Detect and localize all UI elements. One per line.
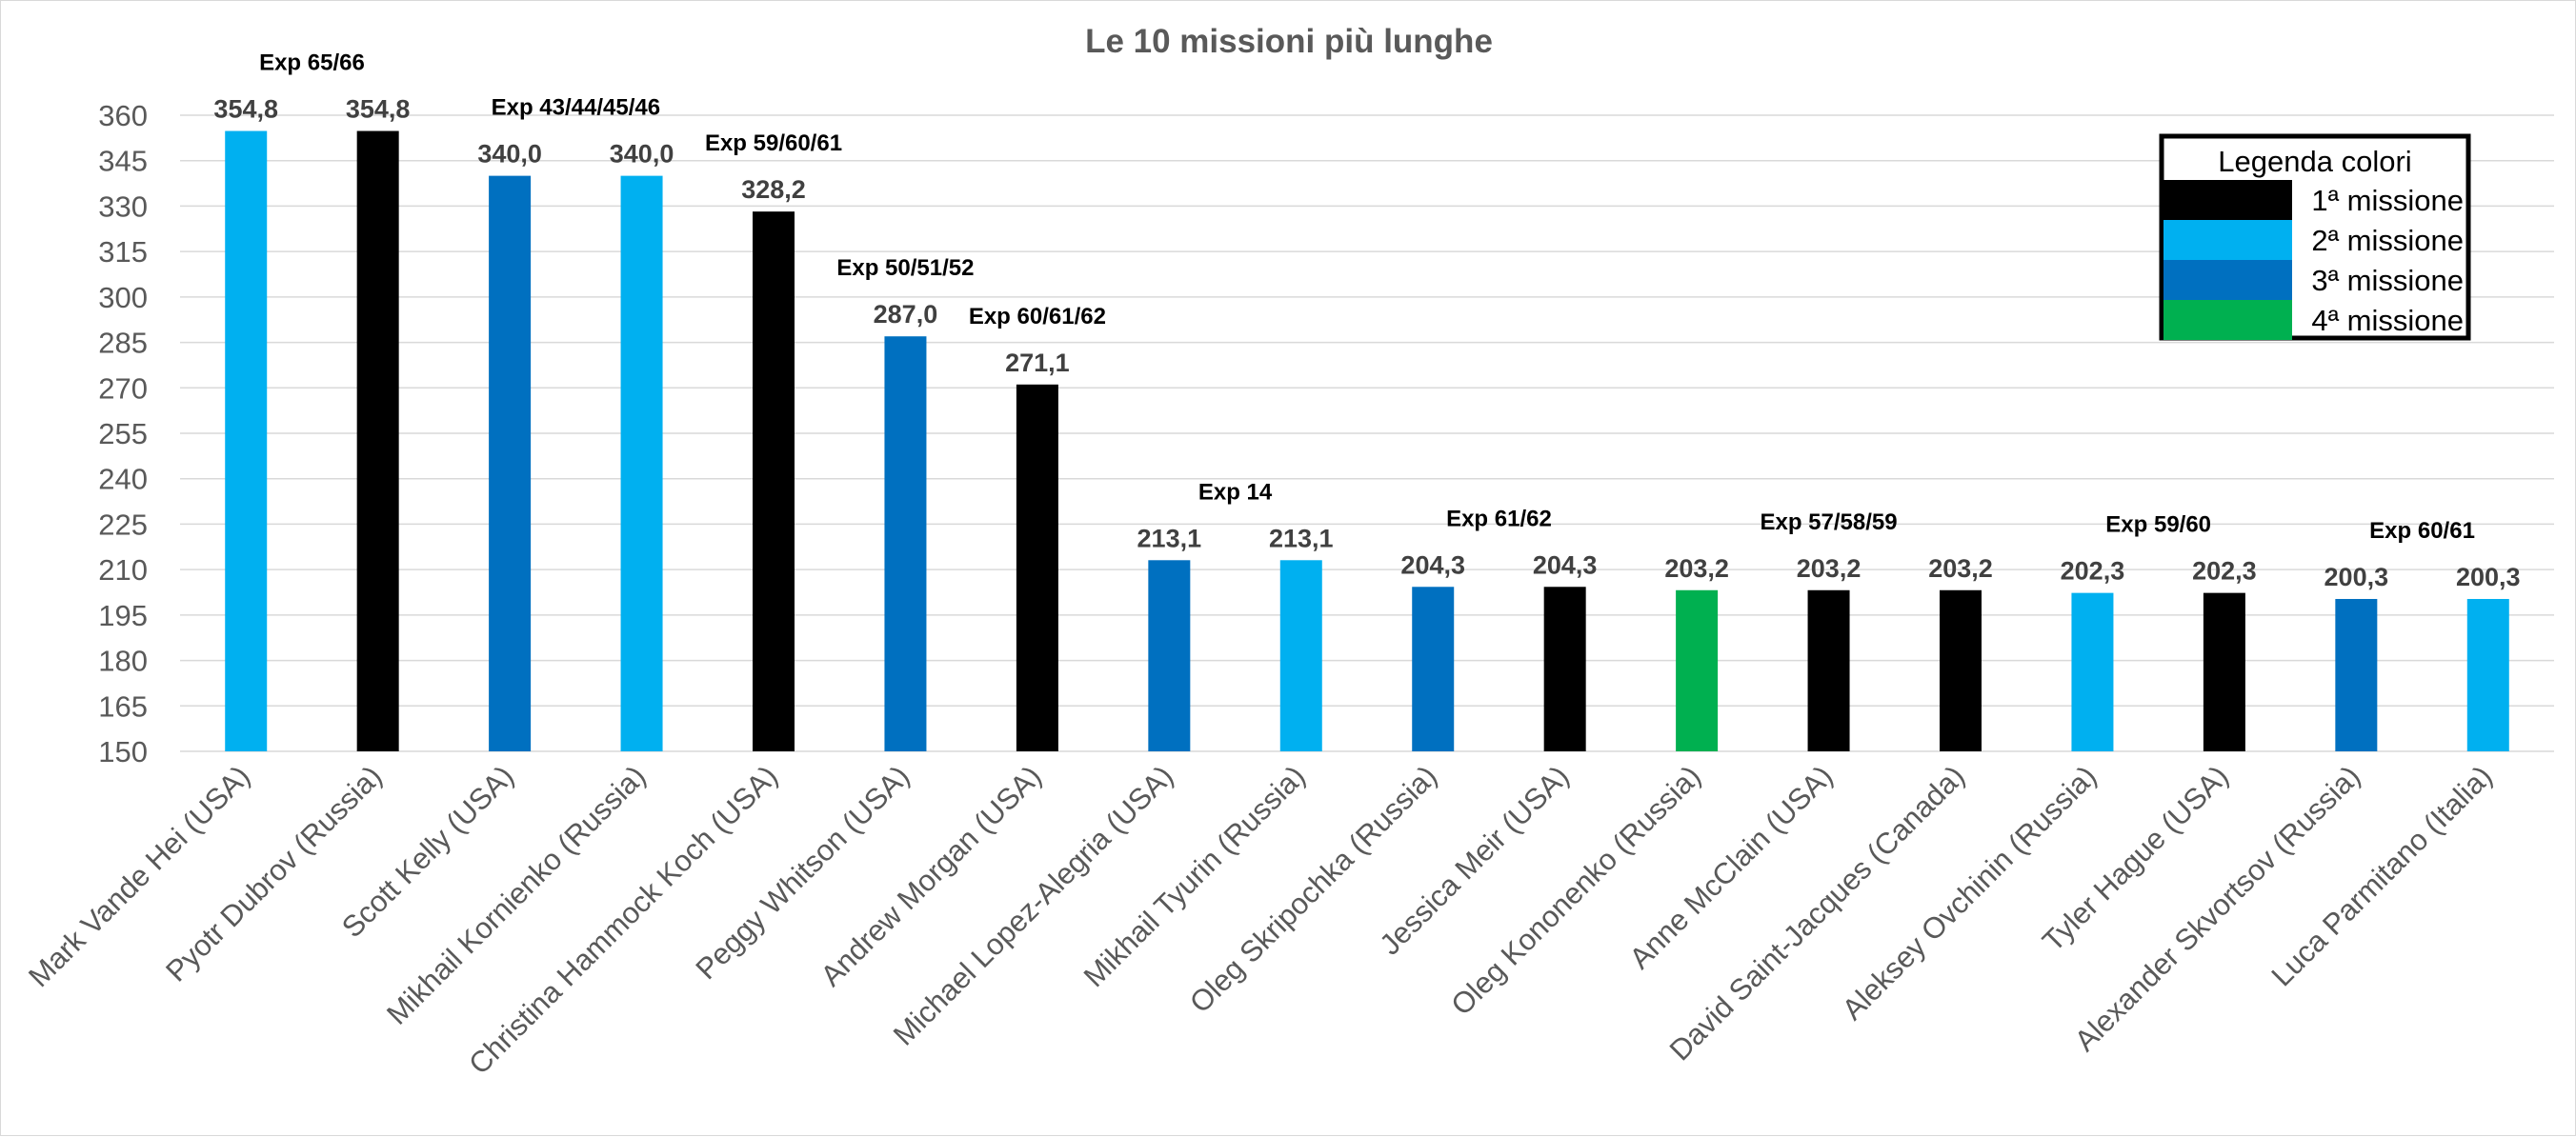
- y-tick-label: 195: [98, 599, 148, 632]
- bar: [1676, 589, 1719, 751]
- y-tick-label: 315: [98, 235, 148, 269]
- y-axis-ticks: 150 165 180 195 210 225 240 255 270 285 300 315 330 3…: [98, 99, 148, 768]
- y-tick-label: 255: [98, 417, 148, 450]
- legend-label: 2ª missione: [2311, 224, 2464, 257]
- expedition-annotation: Exp 43/44/45/46: [492, 95, 660, 121]
- x-tick-label: Andrew Morgan (USA): [815, 759, 1048, 992]
- y-tick-label: 270: [98, 371, 148, 405]
- legend-label: 3ª missione: [2311, 264, 2464, 297]
- bar: [620, 175, 663, 752]
- bar: [1279, 560, 1322, 751]
- y-tick-label: 345: [98, 145, 148, 178]
- bar: [356, 130, 399, 751]
- y-tick-label: 240: [98, 463, 148, 496]
- data-label: 354,8: [346, 95, 411, 124]
- y-tick-label: 180: [98, 645, 148, 678]
- y-tick-label: 360: [98, 99, 148, 132]
- x-tick-label: Michael Lopez-Alegria (USA): [887, 759, 1179, 1051]
- y-tick-label: 165: [98, 689, 148, 723]
- expedition-annotation: Exp 61/62: [1446, 506, 1552, 531]
- data-label: 202,3: [2192, 557, 2257, 586]
- bar: [2203, 592, 2245, 751]
- bar: [884, 336, 927, 751]
- expedition-annotation: Exp 57/58/59: [1761, 509, 1898, 535]
- x-tick-label: Mark Vande Hei (USA): [22, 759, 256, 993]
- legend-entries: 1ª missione 2ª missione 3ª missione 4ª miss…: [2163, 180, 2464, 340]
- data-label: 340,0: [610, 140, 674, 169]
- x-tick-label: Oleg Skripochka (Russia): [1183, 759, 1443, 1019]
- y-tick-label: 225: [98, 508, 148, 541]
- legend-swatch: [2163, 300, 2292, 340]
- data-labels: 354,8 354,8 340,0 340,0 328,2 287,0 271,1 213,1…: [213, 95, 2520, 591]
- legend-label: 4ª missione: [2311, 304, 2464, 337]
- y-tick-label: 150: [98, 735, 148, 768]
- legend-label: 1ª missione: [2311, 184, 2464, 217]
- data-label: 213,1: [1269, 524, 1334, 552]
- expedition-annotation: Exp 59/60/61: [705, 130, 842, 156]
- data-label: 340,0: [477, 140, 542, 169]
- bar: [1148, 560, 1191, 751]
- expedition-annotation: Exp 50/51/52: [836, 255, 974, 281]
- data-label: 271,1: [1005, 349, 1070, 377]
- x-axis-ticks: Mark Vande Hei (USA)Pyotr Dubrov (Russia…: [22, 759, 2499, 1081]
- x-tick-label: Alexander Skvortsov (Russia): [2068, 759, 2366, 1057]
- x-tick-label: Peggy Whitson (USA): [689, 759, 916, 986]
- bar: [2466, 598, 2509, 751]
- y-tick-label: 330: [98, 190, 148, 223]
- data-label: 204,3: [1533, 550, 1598, 579]
- data-label: 213,1: [1137, 524, 1202, 552]
- y-tick-label: 285: [98, 327, 148, 360]
- y-tick-label: 300: [98, 281, 148, 314]
- grid-lines: [180, 114, 2554, 752]
- data-label: 287,0: [874, 300, 938, 329]
- x-tick-label: Oleg Kononenko (Russia): [1444, 759, 1707, 1022]
- x-tick-label: Pyotr Dubrov (Russia): [159, 759, 388, 987]
- data-label: 203,2: [1664, 554, 1729, 583]
- legend-swatch: [2163, 180, 2292, 220]
- data-label: 200,3: [2324, 563, 2389, 591]
- expedition-annotation: Exp 14: [1198, 479, 1273, 505]
- data-label: 204,3: [1400, 550, 1465, 579]
- bar: [2071, 592, 2114, 751]
- bar: [1807, 589, 1850, 751]
- x-tick-label: Luca Parmitano (Italia): [2264, 759, 2498, 992]
- expedition-annotation: Exp 60/61/62: [969, 304, 1106, 329]
- x-tick-label: Aleksey Ovchinin (Russia): [1836, 759, 2103, 1027]
- bar: [1412, 587, 1455, 751]
- bar: [753, 211, 795, 751]
- data-label: 200,3: [2456, 563, 2521, 591]
- bar: [1016, 384, 1058, 751]
- y-tick-label: 210: [98, 553, 148, 587]
- data-label: 203,2: [1797, 554, 1862, 583]
- data-label: 328,2: [741, 175, 806, 204]
- legend-swatch: [2163, 260, 2292, 300]
- bar: [1940, 589, 1982, 751]
- legend-swatch: [2163, 220, 2292, 260]
- data-label: 203,2: [1928, 554, 1993, 583]
- bar: [225, 130, 268, 751]
- legend: Legenda colori 1ª missione 2ª missione 3ª …: [2159, 133, 2471, 341]
- data-label: 354,8: [213, 95, 278, 124]
- bar: [489, 175, 532, 752]
- x-tick-label: Mikhail Tyurin (Russia): [1077, 759, 1312, 993]
- bar: [2335, 598, 2378, 751]
- chart-title: Le 10 missioni più lunghe: [1085, 23, 1493, 60]
- expedition-annotation: Exp 59/60: [2105, 512, 2211, 538]
- data-label: 202,3: [2061, 557, 2125, 586]
- expedition-annotation: Exp 60/61: [2369, 518, 2475, 544]
- x-tick-label: Mikhail Kornienko (Russia): [380, 759, 652, 1030]
- expedition-annotation: Exp 65/66: [259, 50, 365, 76]
- bar: [1543, 587, 1586, 751]
- expedition-annotations: Exp 65/66 Exp 43/44/45/46 Exp 59/60/61 Exp …: [259, 50, 2475, 544]
- bars: [225, 130, 2509, 752]
- legend-title: Legenda colori: [2218, 145, 2411, 178]
